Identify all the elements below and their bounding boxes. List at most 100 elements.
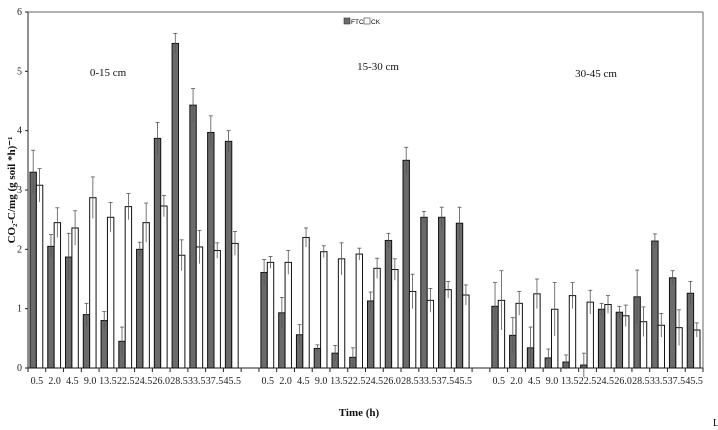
x-tick-label: 37.5	[437, 376, 455, 387]
x-tick-label: 9.0	[546, 376, 559, 387]
bar-ck	[195, 246, 204, 369]
bar-ck	[604, 304, 612, 369]
y-tick-label: 6	[17, 7, 22, 18]
y-axis-ticks: 0 1 2 3 4 5 6	[17, 7, 28, 374]
x-tick-label: 2.0	[48, 376, 61, 387]
x-axis-label: Time (h)	[339, 407, 380, 419]
bar-ck	[284, 261, 292, 369]
x-tick-label: 2.0	[279, 376, 292, 387]
x-tick-label: 24.5	[366, 376, 384, 387]
bar-ck	[391, 269, 399, 369]
bar-ck	[177, 254, 186, 369]
group-label-0-15: 0-15 cm	[90, 67, 127, 79]
bar-ftc	[29, 171, 37, 369]
bar-ck	[89, 197, 97, 369]
bar-ftc	[615, 311, 624, 369]
x-tick-label: 9.0	[84, 376, 97, 387]
x-tick-label: 28.5	[170, 376, 188, 387]
bar-ftc	[651, 240, 659, 369]
bar-ftc	[224, 140, 233, 369]
x-tick-label: 26.0	[383, 376, 401, 387]
bar-ck	[124, 206, 133, 369]
bar-ftc	[597, 308, 606, 369]
y-tick-label: 3	[17, 185, 22, 196]
x-tick-label: 24.5	[597, 376, 615, 387]
bar-ck	[337, 258, 346, 369]
bar-ck	[373, 267, 381, 369]
x-tick-label: 33.5	[650, 376, 668, 387]
x-tick-label: 26.0	[152, 376, 170, 387]
y-tick-label: 1	[17, 304, 22, 315]
x-tick-label: 2.0	[510, 376, 523, 387]
x-tick-label: 13.5	[561, 376, 579, 387]
x-tick-label: 37.5	[206, 376, 224, 387]
bar-ck	[462, 294, 470, 369]
x-tick-label: 0.5	[262, 376, 275, 387]
group-label-15-30: 15-30 cm	[357, 61, 399, 73]
x-tick-label: 24.5	[135, 376, 153, 387]
x-tick-label: 37.5	[668, 376, 686, 387]
bar-ftc	[402, 159, 410, 369]
x-tick-label: 22.5	[348, 376, 366, 387]
bar-ck	[106, 216, 115, 369]
bar-ftc	[668, 277, 677, 369]
bar-ck	[160, 205, 168, 369]
bar-ftc	[189, 104, 197, 369]
y-tick-label: 0	[17, 363, 22, 374]
x-tick-label: 45.5	[224, 376, 242, 387]
bar-ck	[231, 242, 239, 369]
x-tick-label: 45.5	[454, 376, 472, 387]
bar-ftc	[455, 222, 464, 369]
y-tick-label: 2	[17, 244, 22, 255]
x-tick-label: 4.5	[528, 376, 541, 387]
x-tick-label: 28.5	[632, 376, 650, 387]
bar-ftc	[420, 216, 428, 369]
legend-label-ck: CK	[371, 19, 381, 26]
bar-ftc	[260, 271, 268, 369]
bar-ck	[444, 289, 452, 369]
x-tick-label: 22.5	[117, 376, 135, 387]
x-tick-label: 28.5	[401, 376, 419, 387]
bar-ck	[35, 184, 44, 369]
bar-ck	[213, 250, 221, 369]
y-axis-label: CO₂-C/mg (g soil *h)⁻¹	[6, 137, 18, 244]
bar-ck	[302, 236, 310, 369]
x-tick-label: 9.0	[315, 376, 328, 387]
x-axis-ticks: 0.5 2.0 4.5 9.0 13.5 22.5 24.5 26.0 28.5 33.5 37.5…	[27, 368, 704, 387]
x-tick-label: 26.0	[614, 376, 632, 387]
bars	[29, 32, 701, 377]
x-tick-label: 13.5	[99, 376, 117, 387]
bar-ftc	[207, 131, 215, 369]
bar-ck	[355, 253, 364, 369]
y-tick-label: 5	[17, 66, 22, 77]
bar-ftc	[438, 216, 446, 369]
bar-ck	[71, 227, 79, 369]
bar-ftc	[136, 248, 144, 369]
x-tick-label: 0.5	[31, 376, 44, 387]
x-tick-label: 4.5	[66, 376, 79, 387]
bar-ftc	[366, 300, 375, 369]
x-tick-label: 33.5	[419, 376, 437, 387]
bar-ftc	[153, 137, 162, 369]
bar-ck	[142, 222, 150, 369]
bar-ck	[320, 251, 328, 369]
bar-ftc	[384, 239, 393, 369]
legend-label-ftc: FTC	[351, 19, 364, 26]
bar-ck	[266, 261, 275, 369]
bar-ftc	[171, 42, 179, 369]
x-tick-label: 4.5	[297, 376, 310, 387]
bar-ftc	[47, 245, 55, 369]
x-tick-label: 13.5	[330, 376, 348, 387]
group-label-30-45: 30-45 cm	[575, 68, 617, 80]
legend-swatch-ck	[363, 17, 371, 25]
legend-swatch-ftc	[343, 17, 351, 25]
corner-mark: L	[713, 418, 718, 429]
x-tick-label: 33.5	[188, 376, 206, 387]
y-tick-label: 4	[17, 126, 22, 137]
x-tick-label: 22.5	[579, 376, 597, 387]
legend: FTC CK	[343, 17, 381, 26]
bar-ck	[53, 222, 62, 369]
x-tick-label: 45.5	[685, 376, 703, 387]
x-tick-label: 0.5	[492, 376, 505, 387]
